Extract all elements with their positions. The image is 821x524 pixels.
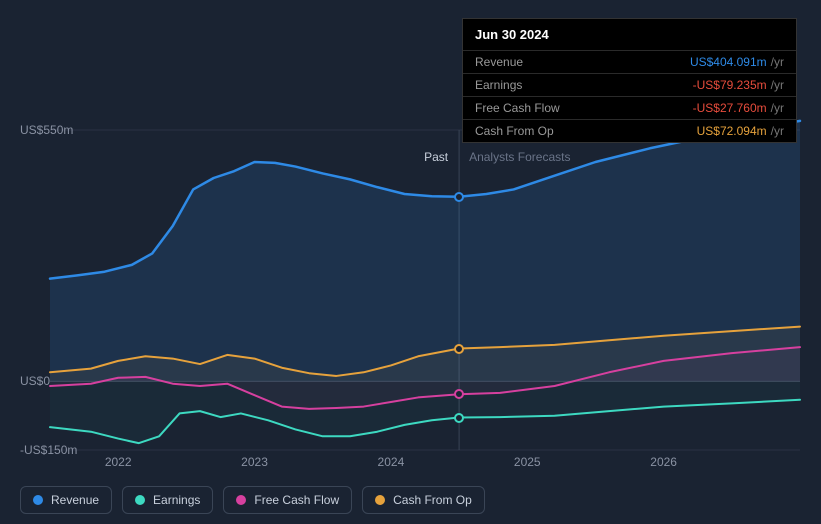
series-marker-cash_from_op [454,344,464,354]
series-marker-earnings [454,413,464,423]
tooltip-row-label: Cash From Op [475,124,554,138]
x-axis-label: 2023 [241,455,268,469]
x-axis-label: 2024 [378,455,405,469]
tooltip-row: Cash From Op US$72.094m/yr [463,119,796,142]
tooltip-row-unit: /yr [771,101,784,115]
legend-item-earnings[interactable]: Earnings [122,486,213,514]
legend-item-cash_from_op[interactable]: Cash From Op [362,486,485,514]
y-axis-label: -US$150m [20,443,77,457]
tooltip-row-value: US$72.094m [697,124,767,138]
legend-swatch [236,495,246,505]
tooltip-date: Jun 30 2024 [463,19,796,50]
tooltip-row-unit: /yr [771,124,784,138]
forecast-label: Analysts Forecasts [469,150,570,164]
tooltip-row-value-wrap: US$72.094m/yr [697,124,784,138]
legend-swatch [135,495,145,505]
tooltip-row-label: Earnings [475,78,522,92]
tooltip: Jun 30 2024 RevenueUS$404.091m/yrEarning… [462,18,797,143]
y-axis-label: US$550m [20,123,73,137]
legend-label: Free Cash Flow [254,493,339,507]
legend-item-fcf[interactable]: Free Cash Flow [223,486,352,514]
tooltip-row-unit: /yr [771,78,784,92]
x-axis-label: 2026 [650,455,677,469]
legend-label: Cash From Op [393,493,472,507]
tooltip-row: Revenue US$404.091m/yr [463,50,796,73]
tooltip-row-value-wrap: -US$79.235m/yr [693,78,784,92]
series-marker-revenue [454,192,464,202]
tooltip-row-unit: /yr [771,55,784,69]
tooltip-row-value: -US$27.760m [693,101,767,115]
legend-swatch [375,495,385,505]
series-marker-fcf [454,389,464,399]
legend-label: Revenue [51,493,99,507]
legend-label: Earnings [153,493,200,507]
tooltip-row: Earnings -US$79.235m/yr [463,73,796,96]
x-axis-label: 2022 [105,455,132,469]
tooltip-row-value: US$404.091m [690,55,767,69]
legend: Revenue Earnings Free Cash Flow Cash From O… [20,486,485,514]
tooltip-row-value: -US$79.235m [693,78,767,92]
tooltip-row-label: Revenue [475,55,523,69]
tooltip-row-label: Free Cash Flow [475,101,560,115]
x-axis-label: 2025 [514,455,541,469]
tooltip-row-value-wrap: -US$27.760m/yr [693,101,784,115]
legend-item-revenue[interactable]: Revenue [20,486,112,514]
past-label: Past [424,150,448,164]
y-axis-label: US$0 [20,374,50,388]
tooltip-row: Free Cash Flow -US$27.760m/yr [463,96,796,119]
tooltip-row-value-wrap: US$404.091m/yr [690,55,784,69]
legend-swatch [33,495,43,505]
